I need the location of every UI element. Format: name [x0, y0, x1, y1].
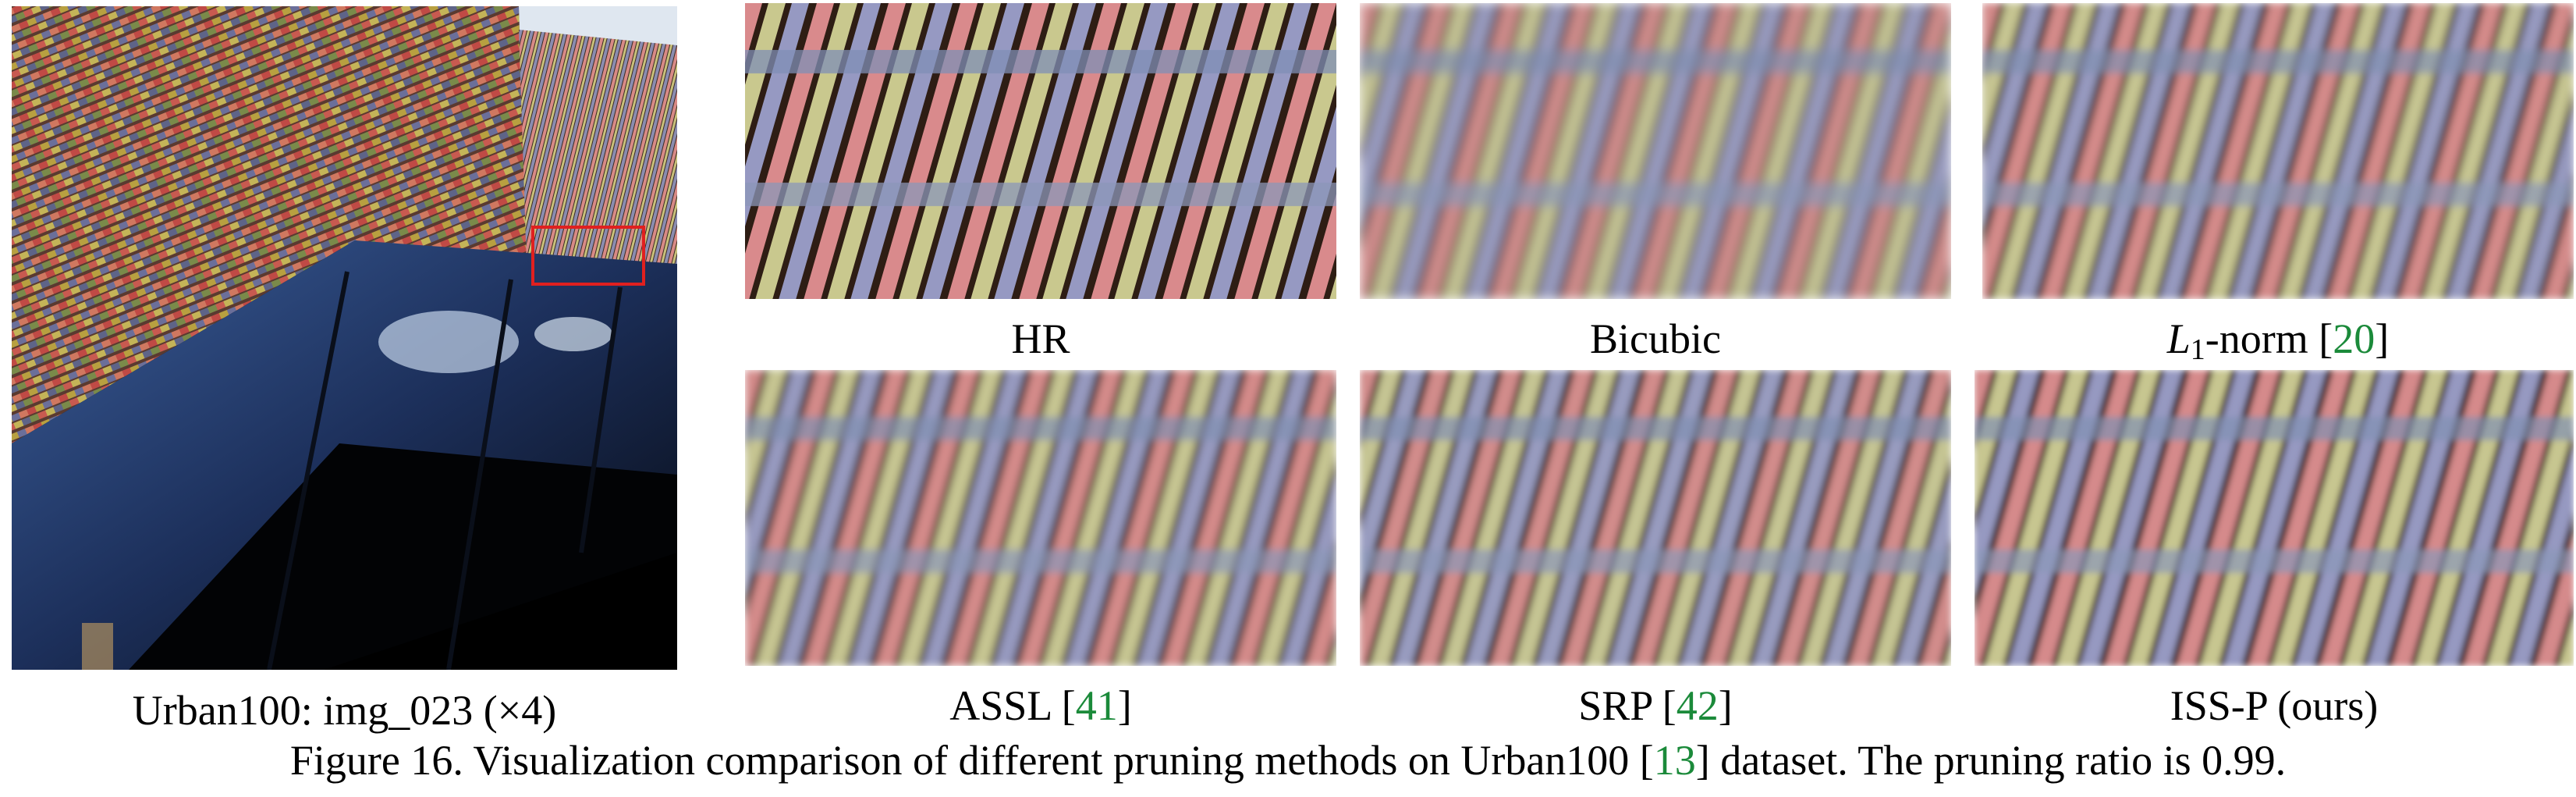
caption-assl: ASSL [41] [949, 682, 1132, 729]
assl-patch [745, 370, 1336, 666]
caption-hr: HR [1011, 315, 1070, 362]
highlight-box [531, 226, 645, 286]
caption-l1norm: L1-norm [20] [2166, 315, 2390, 366]
caption-issp: ISS-P (ours) [2170, 682, 2379, 729]
citation-link[interactable]: 41 [1075, 682, 1118, 729]
srp-patch [1360, 370, 1951, 666]
hr-patch [745, 3, 1336, 299]
urban100-image [12, 6, 677, 670]
caption-bicubic: Bicubic [1590, 315, 1721, 362]
caption-srp: SRP [42] [1578, 682, 1733, 729]
issp-patch [1975, 370, 2574, 666]
citation-link[interactable]: 20 [2333, 315, 2376, 362]
citation-link[interactable]: 42 [1676, 682, 1719, 729]
bicubic-patch [1360, 3, 1951, 299]
citation-link[interactable]: 13 [1653, 737, 1696, 784]
l1-symbol: L1 [2166, 315, 2205, 366]
caption-urban100: Urban100: img_023 (×4) [132, 687, 557, 734]
l1norm-patch [1982, 3, 2574, 299]
figure-caption: Figure 16. Visualization comparison of d… [289, 737, 2287, 784]
